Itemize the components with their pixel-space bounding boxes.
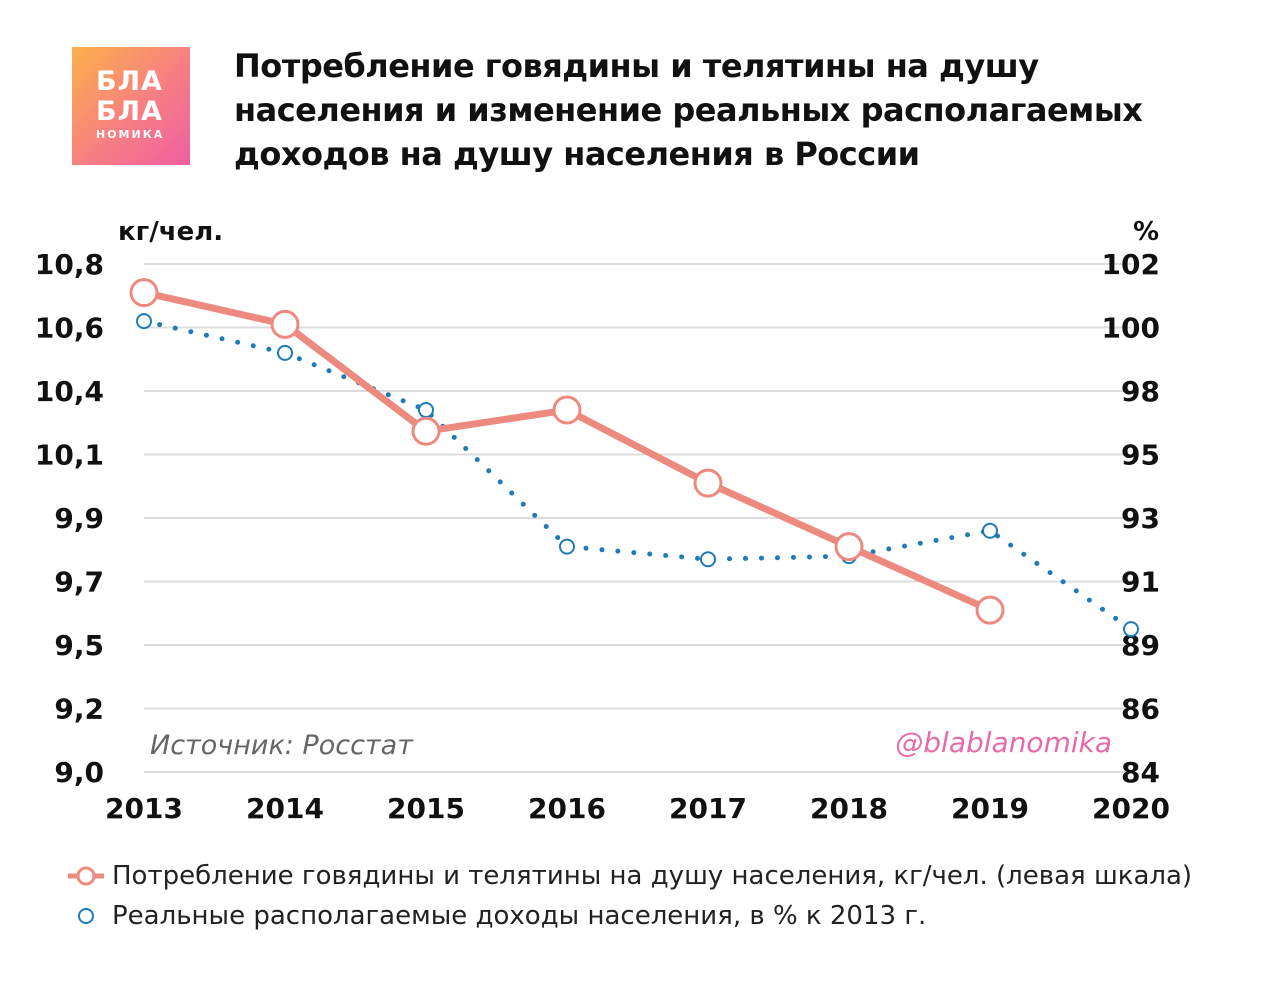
income-data-point bbox=[277, 344, 293, 361]
legend-item-income: Реальные располагаемые доходы населения,… bbox=[66, 896, 1192, 936]
watermark: @blablanomika bbox=[895, 726, 1112, 759]
blablanomika-logo: БЛА БЛА НОМИКА bbox=[72, 47, 190, 165]
legend-item-beef: Потребление говядины и телятины на душу … bbox=[66, 856, 1192, 896]
right-tick-label: 98 bbox=[1121, 375, 1160, 408]
left-tick-label: 9,9 bbox=[54, 502, 104, 535]
left-tick-label: 10,1 bbox=[35, 439, 104, 472]
chart-title: Потребление говядины и телятины на душу … bbox=[234, 47, 1143, 173]
income-series-line bbox=[141, 318, 1134, 632]
beef-series-line bbox=[143, 289, 992, 614]
beef-data-point bbox=[975, 595, 1005, 625]
left-tick-label: 9,0 bbox=[54, 756, 104, 789]
left-tick-label: 9,5 bbox=[54, 629, 104, 662]
income-data-point bbox=[136, 313, 152, 330]
legend-label-income: Реальные располагаемые доходы населения,… bbox=[112, 901, 927, 931]
legend: Потребление говядины и телятины на душу … bbox=[66, 856, 1192, 936]
x-tick-label: 2014 bbox=[246, 792, 324, 825]
income-data-point bbox=[700, 551, 716, 568]
source-note: Источник: Росстат bbox=[150, 730, 414, 761]
x-tick-label: 2015 bbox=[387, 792, 465, 825]
x-tick-label: 2019 bbox=[951, 792, 1029, 825]
left-tick-label: 9,7 bbox=[54, 566, 104, 599]
income-data-point bbox=[418, 402, 434, 419]
x-tick-label: 2013 bbox=[105, 792, 183, 825]
right-axis-unit: % bbox=[1133, 217, 1159, 247]
legend-marker-income bbox=[78, 908, 94, 924]
left-tick-label: 10,8 bbox=[35, 248, 104, 281]
left-tick-label: 10,6 bbox=[35, 312, 104, 345]
beef-data-point bbox=[129, 278, 159, 308]
beef-data-point bbox=[834, 532, 864, 562]
income-data-point bbox=[1123, 621, 1139, 638]
income-data-point bbox=[982, 522, 998, 539]
right-tick-label: 102 bbox=[1102, 248, 1160, 281]
left-tick-label: 10,4 bbox=[35, 375, 104, 408]
logo-line-1: БЛА bbox=[96, 66, 163, 97]
x-tick-label: 2016 bbox=[528, 792, 606, 825]
right-tick-label: 91 bbox=[1121, 566, 1160, 599]
x-tick-label: 2018 bbox=[810, 792, 888, 825]
left-tick-label: 9,2 bbox=[54, 693, 104, 726]
legend-marker-beef bbox=[68, 866, 104, 886]
x-tick-label: 2020 bbox=[1092, 792, 1170, 825]
beef-data-point bbox=[411, 416, 441, 446]
logo-line-2: БЛА bbox=[96, 96, 163, 127]
right-tick-label: 84 bbox=[1121, 756, 1160, 789]
legend-label-beef: Потребление говядины и телятины на душу … bbox=[112, 861, 1193, 891]
income-data-point bbox=[559, 538, 575, 555]
beef-data-point bbox=[552, 395, 582, 425]
right-tick-label: 95 bbox=[1121, 439, 1160, 472]
right-tick-label: 93 bbox=[1121, 502, 1160, 535]
logo-line-3: НОМИКА bbox=[96, 128, 165, 141]
x-tick-label: 2017 bbox=[669, 792, 747, 825]
beef-data-point bbox=[270, 309, 300, 339]
right-tick-label: 100 bbox=[1102, 312, 1160, 345]
left-axis-unit: кг/чел. bbox=[118, 217, 223, 247]
right-tick-label: 86 bbox=[1121, 693, 1160, 726]
beef-data-point bbox=[693, 468, 723, 498]
